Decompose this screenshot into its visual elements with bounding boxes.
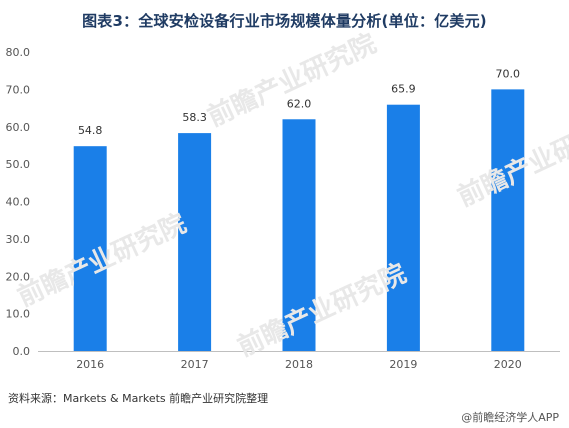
data-label: 70.0 — [496, 67, 521, 80]
bar — [73, 146, 107, 351]
chart-title: 图表3：全球安检设备行业市场规模体量分析(单位：亿美元) — [82, 12, 487, 30]
y-tick-label: 0.0 — [13, 345, 31, 358]
x-tick-label: 2017 — [181, 358, 209, 371]
bar — [386, 104, 420, 351]
bar — [491, 89, 525, 351]
data-label: 62.0 — [287, 97, 312, 110]
brand-credit: @前瞻经济学人APP — [461, 411, 559, 424]
x-tick-label: 2016 — [76, 358, 104, 371]
source-note: 资料来源：Markets & Markets 前瞻产业研究院整理 — [8, 392, 269, 405]
data-label: 58.3 — [182, 111, 207, 124]
y-tick-label: 10.0 — [6, 308, 31, 321]
x-tick-label: 2018 — [285, 358, 313, 371]
y-tick-label: 20.0 — [6, 270, 31, 283]
bar — [282, 119, 316, 352]
y-tick-label: 60.0 — [6, 121, 31, 134]
bar — [178, 133, 212, 351]
data-label: 65.9 — [391, 83, 416, 96]
y-tick-label: 80.0 — [6, 46, 31, 59]
data-label: 54.8 — [78, 124, 103, 137]
x-tick-label: 2019 — [389, 358, 417, 371]
y-tick-label: 40.0 — [6, 196, 31, 209]
x-tick-label: 2020 — [494, 358, 522, 371]
y-tick-label: 50.0 — [6, 158, 31, 171]
y-tick-label: 30.0 — [6, 233, 31, 246]
y-tick-label: 70.0 — [6, 83, 31, 96]
